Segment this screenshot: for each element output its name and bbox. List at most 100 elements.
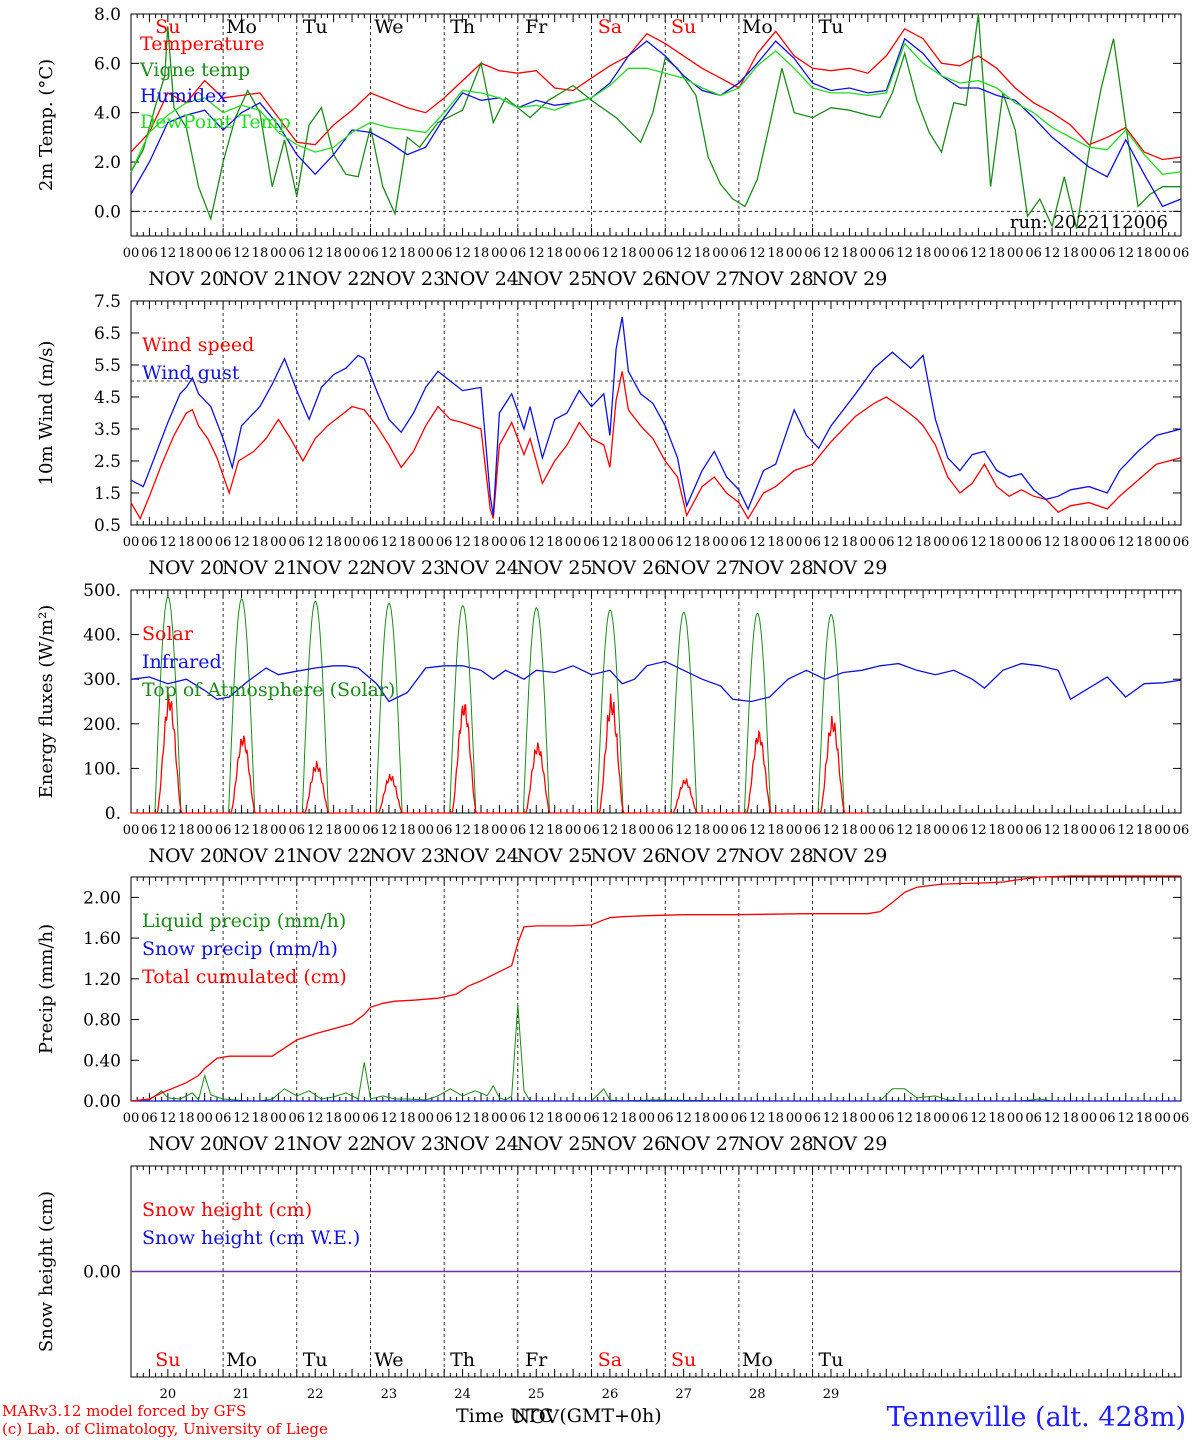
- date-label: NOV 20: [148, 1133, 224, 1155]
- hour-tick-label: 18: [546, 1111, 563, 1126]
- panel-frame: [130, 300, 1182, 526]
- date-label: NOV 26: [590, 557, 666, 579]
- hour-tick-label: 06: [510, 1111, 527, 1126]
- hour-tick-label: 00: [565, 246, 582, 261]
- hour-tick-label: 18: [620, 823, 637, 838]
- hour-tick-label: 12: [675, 823, 692, 838]
- y-tick-label: 6.0: [94, 54, 121, 74]
- date-label: NOV 21: [222, 1133, 298, 1155]
- hour-tick-label: 00: [786, 535, 803, 550]
- hour-tick-label: 12: [675, 246, 692, 261]
- hour-tick-label: 12: [381, 246, 398, 261]
- day-number: 27: [675, 1387, 692, 1402]
- hour-tick-label: 12: [160, 246, 177, 261]
- series-line: [130, 1004, 1181, 1102]
- hour-tick-label: 06: [952, 535, 969, 550]
- day-label: Tu: [303, 1349, 328, 1371]
- hour-tick-label: 12: [1117, 246, 1134, 261]
- hour-tick-label: 06: [215, 535, 232, 550]
- hour-tick-label: 18: [325, 823, 342, 838]
- hour-tick-label: 18: [694, 1111, 711, 1126]
- panel-frame: [130, 13, 1182, 237]
- hour-tick-label: 00: [712, 1111, 729, 1126]
- hour-tick-label: 06: [1099, 823, 1116, 838]
- hour-tick-label: 06: [952, 1111, 969, 1126]
- day-label: Tu: [819, 1349, 844, 1371]
- hour-tick-label: 18: [473, 1111, 490, 1126]
- series-line: [499, 607, 574, 814]
- hour-tick-label: 00: [1154, 1111, 1171, 1126]
- hour-tick-label: 00: [344, 246, 361, 261]
- hour-tick-label: 18: [694, 535, 711, 550]
- hour-tick-label: 00: [417, 246, 434, 261]
- date-label: NOV 26: [590, 845, 666, 867]
- hour-tick-label: 18: [1062, 535, 1079, 550]
- series-line: [573, 609, 647, 814]
- hour-tick-label: 12: [1044, 823, 1061, 838]
- hour-tick-label: 18: [694, 246, 711, 261]
- hour-tick-label: 06: [362, 246, 379, 261]
- hour-tick-label: 18: [767, 246, 784, 261]
- hour-tick-label: 18: [178, 823, 195, 838]
- hour-tick-label: 12: [454, 535, 471, 550]
- station-name: Tenneville (alt. 428m): [886, 1402, 1186, 1433]
- date-label: NOV 29: [812, 845, 888, 867]
- hour-tick-label: 18: [325, 246, 342, 261]
- hour-tick-label: 18: [1062, 823, 1079, 838]
- hour-tick-label: 18: [767, 823, 784, 838]
- hour-tick-label: 18: [620, 1111, 637, 1126]
- hour-tick-label: 06: [657, 1111, 674, 1126]
- hour-tick-label: 00: [196, 1111, 213, 1126]
- hour-tick-label: 18: [399, 823, 416, 838]
- hour-tick-label: 00: [123, 823, 140, 838]
- credit-line-1: MARv3.12 model forced by GFS: [2, 1402, 247, 1420]
- hour-tick-label: 12: [307, 535, 324, 550]
- hour-tick-label: 12: [454, 246, 471, 261]
- day-label: Sa: [598, 1349, 622, 1371]
- hour-tick-label: 06: [289, 246, 306, 261]
- hour-tick-label: 06: [436, 246, 453, 261]
- day-number: 29: [823, 1387, 840, 1402]
- hour-tick-label: 00: [1007, 246, 1024, 261]
- hour-tick-label: 06: [141, 535, 158, 550]
- hour-tick-label: 00: [639, 246, 656, 261]
- hour-tick-label: 00: [344, 535, 361, 550]
- hour-tick-label: 18: [694, 823, 711, 838]
- hour-tick-label: 00: [123, 535, 140, 550]
- day-number: 24: [454, 1387, 471, 1402]
- hour-tick-label: 00: [491, 823, 508, 838]
- series-line: [425, 604, 500, 814]
- date-label: NOV 21: [222, 557, 298, 579]
- hour-tick-label: 12: [160, 535, 177, 550]
- date-label: NOV 27: [664, 1133, 740, 1155]
- legend-entry: Solar: [142, 623, 194, 645]
- hour-tick-label: 00: [860, 246, 877, 261]
- hour-tick-label: 18: [473, 535, 490, 550]
- date-label: NOV 23: [369, 845, 445, 867]
- y-tick-label: 1.60: [83, 929, 121, 949]
- hour-tick-label: 12: [528, 823, 545, 838]
- hour-tick-label: 18: [620, 535, 637, 550]
- date-label: NOV 27: [664, 557, 740, 579]
- hour-tick-label: 00: [786, 1111, 803, 1126]
- hour-tick-label: 00: [1154, 823, 1171, 838]
- hour-tick-label: 12: [896, 1111, 913, 1126]
- hour-tick-label: 06: [731, 823, 748, 838]
- y-tick-label: 0.80: [83, 1011, 121, 1031]
- hour-tick-label: 18: [325, 1111, 342, 1126]
- hour-tick-label: 06: [510, 823, 527, 838]
- series-line: [131, 695, 205, 814]
- day-label: Fr: [525, 16, 548, 38]
- day-label: Tu: [819, 16, 844, 38]
- hour-tick-label: 00: [565, 535, 582, 550]
- hour-tick-label: 12: [896, 246, 913, 261]
- legend-entry: Snow height (cm W.E.): [142, 1227, 360, 1249]
- hour-tick-label: 00: [860, 823, 877, 838]
- y-tick-label: 1.5: [94, 484, 121, 504]
- hour-tick-label: 06: [952, 823, 969, 838]
- hour-tick-label: 18: [546, 246, 563, 261]
- y-tick-label: 300.: [83, 670, 121, 690]
- hour-tick-label: 00: [1007, 823, 1024, 838]
- hour-tick-label: 12: [528, 1111, 545, 1126]
- legend-entry: Snow height (cm): [142, 1199, 312, 1221]
